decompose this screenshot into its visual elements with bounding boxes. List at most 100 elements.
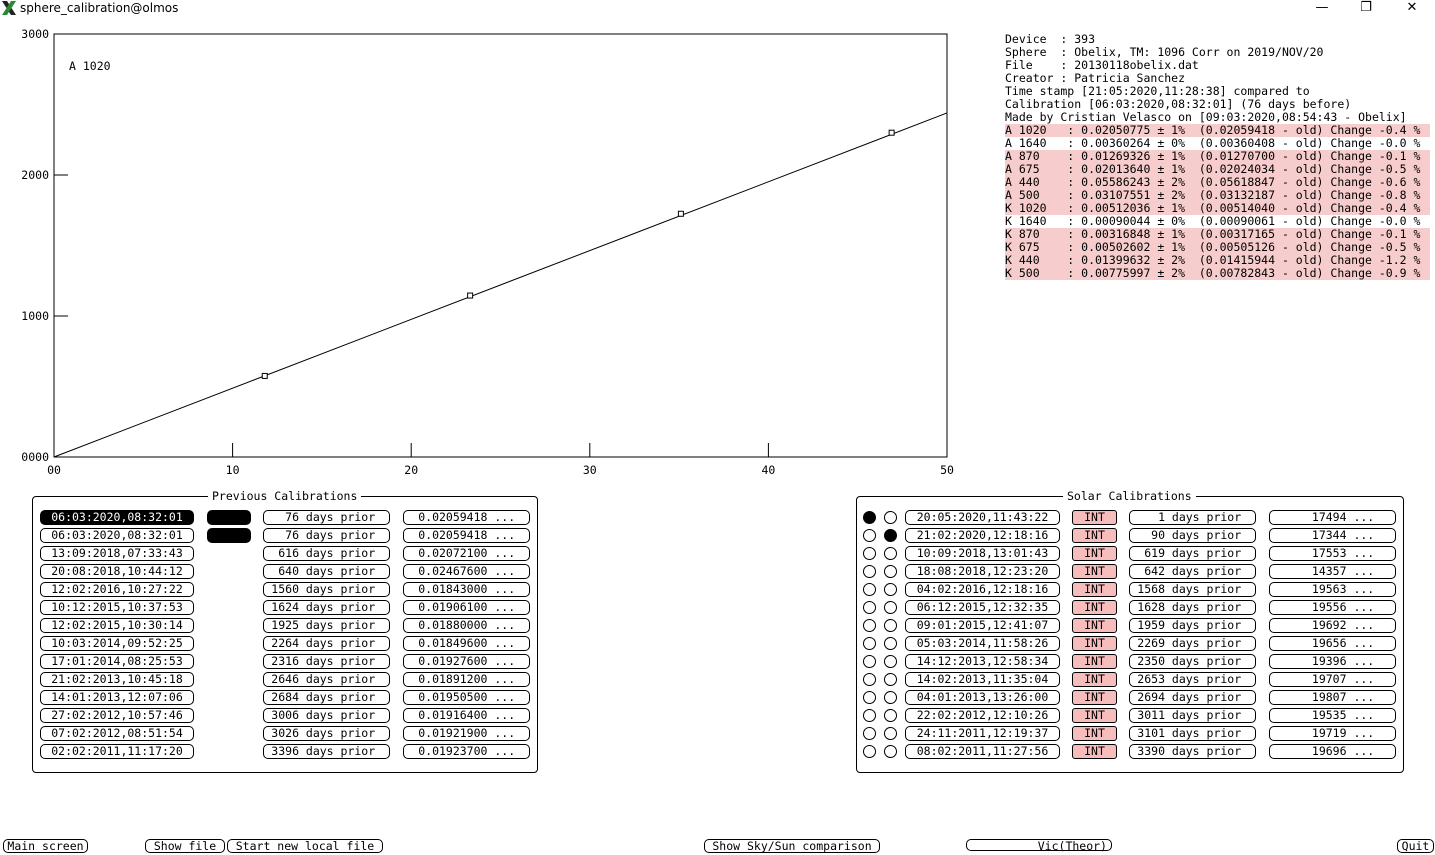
solar-value-field[interactable]: 19656 ... [1269, 636, 1396, 651]
solar-value-field[interactable]: 19696 ... [1269, 744, 1396, 759]
compare-radio[interactable] [884, 655, 897, 668]
solar-value-field[interactable]: 19807 ... [1269, 690, 1396, 705]
calibration-date-field[interactable]: 06:03:2020,08:32:01 [40, 510, 194, 525]
compare-radio[interactable] [884, 727, 897, 740]
compare-radio[interactable] [884, 637, 897, 650]
solar-date-field[interactable]: 08:02:2011,11:27:56 [905, 744, 1060, 759]
vic-theor-button[interactable]: Vic(Theor) [966, 839, 1112, 852]
days-prior-field[interactable]: 1628 days prior [1129, 600, 1256, 615]
reference-radio[interactable] [863, 583, 876, 596]
days-prior-field[interactable]: 76 days prior [263, 528, 390, 543]
start-new-local-file-button[interactable]: Start new local file [227, 839, 383, 853]
calibration-date-field[interactable]: 12:02:2015,10:30:14 [40, 618, 194, 633]
days-prior-field[interactable]: 2653 days prior [1129, 672, 1256, 687]
int-button[interactable]: INT [1072, 582, 1117, 597]
coefficient-value-field[interactable]: 0.01849600 ... [403, 636, 530, 651]
coefficient-value-field[interactable]: 0.01916400 ... [403, 708, 530, 723]
days-prior-field[interactable]: 1624 days prior [263, 600, 390, 615]
days-prior-field[interactable]: 2316 days prior [263, 654, 390, 669]
coefficient-value-field[interactable]: 0.02072100 ... [403, 546, 530, 561]
reference-radio[interactable] [863, 529, 876, 542]
days-prior-field[interactable]: 1560 days prior [263, 582, 390, 597]
coefficient-value-field[interactable]: 0.01921900 ... [403, 726, 530, 741]
compare-radio[interactable] [884, 529, 897, 542]
int-button[interactable]: INT [1072, 708, 1117, 723]
int-button[interactable]: INT [1072, 690, 1117, 705]
solar-date-field[interactable]: 21:02:2020,12:18:16 [905, 528, 1060, 543]
int-button[interactable]: INT [1072, 510, 1117, 525]
coefficient-value-field[interactable]: 0.01923700 ... [403, 744, 530, 759]
days-prior-field[interactable]: 3390 days prior [1129, 744, 1256, 759]
days-prior-field[interactable]: 2684 days prior [263, 690, 390, 705]
solar-value-field[interactable]: 19707 ... [1269, 672, 1396, 687]
reference-radio[interactable] [863, 691, 876, 704]
calibration-date-field[interactable]: 27:02:2012,10:57:46 [40, 708, 194, 723]
days-prior-field[interactable]: 2694 days prior [1129, 690, 1256, 705]
days-prior-field[interactable]: 1925 days prior [263, 618, 390, 633]
coefficient-value-field[interactable]: 0.01891200 ... [403, 672, 530, 687]
compare-radio[interactable] [884, 511, 897, 524]
quit-button[interactable]: Quit [1397, 839, 1434, 853]
int-button[interactable]: INT [1072, 564, 1117, 579]
calibration-date-field[interactable]: 20:08:2018,10:44:12 [40, 564, 194, 579]
solar-value-field[interactable]: 19556 ... [1269, 600, 1396, 615]
solar-date-field[interactable]: 14:02:2013,11:35:04 [905, 672, 1060, 687]
selection-marker[interactable] [207, 510, 251, 525]
compare-radio[interactable] [884, 709, 897, 722]
days-prior-field[interactable]: 619 days prior [1129, 546, 1256, 561]
coefficient-value-field[interactable]: 0.02467600 ... [403, 564, 530, 579]
compare-radio[interactable] [884, 745, 897, 758]
solar-value-field[interactable]: 14357 ... [1269, 564, 1396, 579]
calibration-date-field[interactable]: 17:01:2014,08:25:53 [40, 654, 194, 669]
minimize-button[interactable]: — [1315, 0, 1329, 15]
int-button[interactable]: INT [1072, 744, 1117, 759]
int-button[interactable]: INT [1072, 546, 1117, 561]
calibration-date-field[interactable]: 10:03:2014,09:52:25 [40, 636, 194, 651]
compare-radio[interactable] [884, 565, 897, 578]
solar-value-field[interactable]: 19563 ... [1269, 582, 1396, 597]
solar-value-field[interactable]: 19719 ... [1269, 726, 1396, 741]
solar-date-field[interactable]: 04:02:2016,12:18:16 [905, 582, 1060, 597]
days-prior-field[interactable]: 76 days prior [263, 510, 390, 525]
solar-date-field[interactable]: 24:11:2011,12:19:37 [905, 726, 1060, 741]
solar-date-field[interactable]: 06:12:2015,12:32:35 [905, 600, 1060, 615]
compare-radio[interactable] [884, 583, 897, 596]
reference-radio[interactable] [863, 727, 876, 740]
solar-date-field[interactable]: 18:08:2018,12:23:20 [905, 564, 1060, 579]
solar-date-field[interactable]: 04:01:2013,13:26:00 [905, 690, 1060, 705]
reference-radio[interactable] [863, 619, 876, 632]
coefficient-value-field[interactable]: 0.01950500 ... [403, 690, 530, 705]
days-prior-field[interactable]: 2264 days prior [263, 636, 390, 651]
int-button[interactable]: INT [1072, 672, 1117, 687]
show-file-button[interactable]: Show file [145, 839, 225, 853]
reference-radio[interactable] [863, 511, 876, 524]
calibration-date-field[interactable]: 10:12:2015,10:37:53 [40, 600, 194, 615]
compare-radio[interactable] [884, 673, 897, 686]
maximize-button[interactable]: ❐ [1360, 0, 1372, 15]
int-button[interactable]: INT [1072, 600, 1117, 615]
compare-radio[interactable] [884, 691, 897, 704]
solar-date-field[interactable]: 10:09:2018,13:01:43 [905, 546, 1060, 561]
solar-value-field[interactable]: 17553 ... [1269, 546, 1396, 561]
coefficient-value-field[interactable]: 0.01843000 ... [403, 582, 530, 597]
reference-radio[interactable] [863, 637, 876, 650]
solar-date-field[interactable]: 09:01:2015,12:41:07 [905, 618, 1060, 633]
days-prior-field[interactable]: 3396 days prior [263, 744, 390, 759]
days-prior-field[interactable]: 3026 days prior [263, 726, 390, 741]
int-button[interactable]: INT [1072, 618, 1117, 633]
solar-value-field[interactable]: 19692 ... [1269, 618, 1396, 633]
days-prior-field[interactable]: 2350 days prior [1129, 654, 1256, 669]
compare-radio[interactable] [884, 547, 897, 560]
coefficient-value-field[interactable]: 0.01927600 ... [403, 654, 530, 669]
int-button[interactable]: INT [1072, 636, 1117, 651]
reference-radio[interactable] [863, 547, 876, 560]
days-prior-field[interactable]: 3006 days prior [263, 708, 390, 723]
days-prior-field[interactable]: 2269 days prior [1129, 636, 1256, 651]
int-button[interactable]: INT [1072, 726, 1117, 741]
solar-date-field[interactable]: 22:02:2012,12:10:26 [905, 708, 1060, 723]
solar-date-field[interactable]: 20:05:2020,11:43:22 [905, 510, 1060, 525]
calibration-date-field[interactable]: 12:02:2016,10:27:22 [40, 582, 194, 597]
days-prior-field[interactable]: 640 days prior [263, 564, 390, 579]
reference-radio[interactable] [863, 709, 876, 722]
calibration-date-field[interactable]: 13:09:2018,07:33:43 [40, 546, 194, 561]
